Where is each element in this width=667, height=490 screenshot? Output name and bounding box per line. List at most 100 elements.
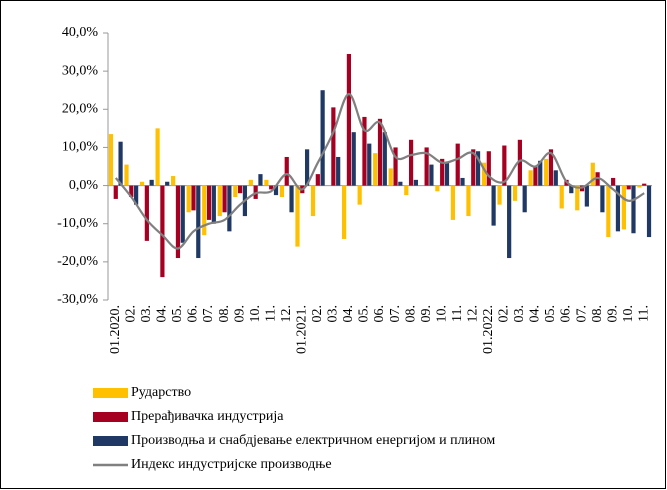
x-tick-label: 02. — [124, 305, 139, 323]
bar — [611, 177, 616, 186]
bar — [491, 185, 496, 226]
x-tick-label: 02. — [497, 305, 512, 323]
x-tick-label: 10. — [434, 305, 449, 323]
bar — [320, 90, 325, 186]
bar — [621, 185, 626, 230]
bar — [175, 185, 181, 259]
bar — [553, 170, 558, 186]
x-tick-label: 03. — [139, 305, 154, 323]
bar — [165, 181, 170, 186]
bar — [533, 166, 538, 186]
x-tick-label: 09. — [419, 305, 434, 323]
bar — [435, 185, 440, 192]
legend-swatch — [93, 436, 128, 446]
legend-label: Индекс индустријске производње — [131, 457, 332, 472]
bar — [196, 185, 201, 259]
bar — [413, 179, 418, 186]
bar — [362, 116, 367, 186]
bar — [429, 164, 434, 186]
x-tick-label: 12. — [279, 305, 294, 323]
x-tick-label: 09. — [605, 305, 620, 323]
bar — [304, 149, 310, 186]
x-tick-label: 01.2021. — [295, 305, 310, 354]
bar — [475, 151, 481, 186]
bar — [222, 185, 227, 213]
bar — [180, 185, 185, 243]
bar — [351, 132, 356, 186]
bar — [615, 185, 621, 232]
bar — [517, 139, 522, 186]
bar — [522, 185, 527, 213]
x-tick-label: 03. — [512, 305, 527, 323]
x-tick-label: 06. — [372, 305, 387, 323]
bar — [202, 185, 207, 236]
bar — [398, 181, 403, 186]
legend-label: Рударство — [131, 385, 191, 400]
bar — [538, 160, 543, 186]
bar — [273, 185, 279, 196]
y-tick-label: 40,0% — [62, 25, 99, 40]
bar — [144, 185, 149, 241]
x-tick-label: 07. — [574, 305, 589, 323]
bar — [408, 139, 414, 186]
bar — [444, 162, 450, 186]
bar — [134, 185, 139, 205]
x-tick-label: 04. — [528, 305, 543, 323]
bar — [626, 185, 631, 190]
bar — [584, 185, 589, 207]
bar — [507, 185, 512, 259]
bar — [264, 179, 269, 186]
bar — [331, 107, 336, 186]
x-tick-label: 10. — [621, 305, 636, 323]
legend-label: Производња и снабдјевање електричном ене… — [131, 433, 495, 448]
bar — [544, 158, 549, 186]
x-tick-label: 03. — [326, 305, 341, 323]
x-tick-label: 07. — [201, 305, 216, 323]
bar — [600, 185, 605, 213]
index-line — [114, 92, 645, 250]
bar — [497, 185, 502, 205]
y-tick-label: 30,0% — [62, 63, 99, 78]
bar — [450, 185, 456, 220]
bar — [642, 183, 647, 186]
bar — [512, 185, 518, 201]
bar — [393, 147, 398, 186]
bar — [233, 185, 238, 198]
bar — [471, 149, 476, 186]
bar — [367, 143, 372, 186]
bar — [227, 185, 232, 232]
x-tick-label: 04. — [341, 305, 356, 323]
x-tick-label: 05. — [357, 305, 372, 323]
x-tick-label: 08. — [403, 305, 418, 323]
y-tick-label: -30,0% — [57, 292, 98, 307]
bar — [160, 185, 165, 278]
bar — [206, 185, 212, 220]
bar — [248, 179, 253, 186]
bar — [404, 185, 409, 196]
bar — [129, 185, 134, 198]
bar — [342, 185, 347, 239]
legend-label: Прерађивачка индустрија — [131, 409, 284, 424]
bar — [486, 151, 491, 186]
bar — [373, 153, 378, 186]
bar — [388, 168, 393, 186]
legend-swatch — [93, 412, 128, 422]
bar — [155, 128, 160, 186]
x-tick-label: 08. — [590, 305, 605, 323]
bar — [336, 156, 341, 186]
bar — [139, 181, 145, 186]
bar — [124, 164, 129, 186]
y-tick-label: -20,0% — [57, 254, 98, 269]
bar — [191, 185, 196, 211]
bar — [559, 185, 564, 209]
x-tick-label: 08. — [217, 305, 232, 323]
x-tick-label: 07. — [388, 305, 403, 323]
x-tick-label: 09. — [232, 305, 247, 323]
x-tick-label: 05. — [170, 305, 185, 323]
bar — [149, 179, 154, 186]
bar — [171, 176, 176, 186]
bar — [289, 185, 294, 213]
bar — [590, 162, 595, 186]
legend-swatch — [93, 388, 128, 398]
